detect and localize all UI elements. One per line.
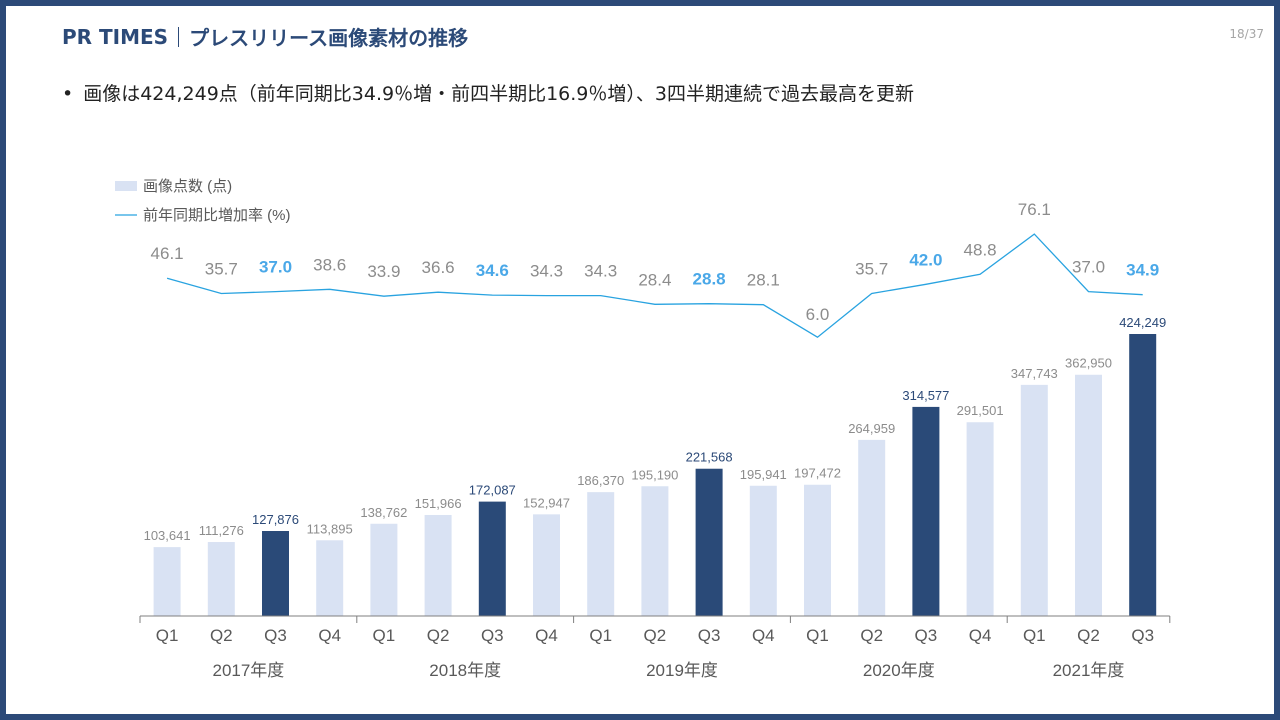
growth-value-label-4: 38.6	[313, 255, 346, 274]
header-divider	[178, 26, 180, 47]
growth-value-label-7: 34.6	[476, 261, 509, 280]
bar-17	[1020, 384, 1048, 616]
growth-value-label-6: 36.6	[422, 258, 455, 277]
quarter-label-7: Q3	[481, 626, 504, 645]
bar-18	[1075, 374, 1102, 616]
growth-value-label-9: 34.3	[584, 262, 617, 281]
bar-3	[262, 531, 289, 616]
year-label-2: 2018年度	[429, 661, 501, 680]
bar-value-label-19: 424,249	[1119, 315, 1166, 330]
growth-value-label-18: 37.0	[1072, 258, 1105, 277]
legend-line-label: 前年同期比増加率 (%)	[143, 207, 291, 224]
growth-value-label-8: 34.3	[530, 262, 563, 281]
bar-11	[695, 468, 723, 616]
quarter-label-6: Q2	[427, 626, 450, 645]
bar-value-label-8: 152,947	[523, 495, 570, 510]
page-number: 18/37	[1229, 27, 1264, 41]
growth-value-label-17: 76.1	[1018, 200, 1051, 219]
bar-value-label-9: 186,370	[577, 473, 624, 488]
bar-value-label-13: 197,472	[794, 466, 841, 481]
quarter-label-11: Q3	[698, 626, 721, 645]
bar-value-label-15: 314,577	[902, 388, 949, 403]
quarter-label-8: Q4	[535, 626, 558, 645]
quarter-label-4: Q4	[318, 626, 341, 645]
growth-value-label-1: 46.1	[151, 244, 184, 263]
growth-value-label-5: 33.9	[367, 262, 400, 281]
quarter-label-1: Q1	[156, 626, 179, 645]
quarter-label-12: Q4	[752, 626, 775, 645]
bar-value-label-11: 221,568	[686, 450, 733, 465]
bar-7	[478, 501, 506, 616]
bar-2	[207, 542, 235, 616]
bar-14	[858, 439, 886, 616]
growth-value-label-13: 6.0	[806, 305, 830, 324]
quarter-label-16: Q4	[969, 626, 992, 645]
bar-value-label-14: 264,959	[848, 421, 895, 436]
bar-10	[641, 486, 669, 616]
bar-value-label-17: 347,743	[1011, 366, 1058, 381]
growth-rate-line	[166, 233, 1143, 338]
year-label-3: 2019年度	[646, 661, 718, 680]
bullet-marker: •	[62, 83, 74, 105]
summary-bullet: • 画像は424,249点（前年同期比34.9％増・前四半期比16.9％増）、3四…	[62, 79, 914, 106]
growth-value-label-10: 28.4	[638, 270, 671, 289]
year-label-1: 2017年度	[212, 661, 284, 680]
summary-text: 画像は424,249点（前年同期比34.9％増・前四半期比16.9％増）、3四半…	[83, 83, 914, 105]
bar-13	[804, 484, 831, 616]
quarter-label-5: Q1	[373, 626, 396, 645]
bar-value-label-18: 362,950	[1065, 356, 1112, 371]
bar-value-label-6: 151,966	[415, 496, 462, 511]
bar-5	[370, 523, 398, 616]
bar-value-label-5: 138,762	[360, 505, 407, 520]
quarter-label-18: Q2	[1077, 626, 1100, 645]
bar-value-label-16: 291,501	[957, 403, 1004, 418]
bar-4	[316, 540, 344, 616]
bar-19	[1129, 334, 1157, 616]
brand-name: PR TIMES	[62, 24, 169, 49]
bar-value-label-3: 127,876	[252, 512, 299, 527]
bar-value-label-10: 195,190	[631, 467, 678, 482]
year-label-5: 2021年度	[1053, 661, 1125, 680]
year-label-4: 2020年度	[863, 661, 935, 680]
bar-value-label-2: 111,276	[199, 523, 244, 538]
bar-value-label-4: 113,895	[307, 521, 353, 536]
quarter-label-14: Q2	[860, 626, 883, 645]
quarter-label-2: Q2	[210, 626, 233, 645]
growth-value-label-19: 34.9	[1126, 261, 1159, 280]
quarter-label-3: Q3	[264, 626, 287, 645]
quarter-label-15: Q3	[915, 626, 938, 645]
growth-value-label-2: 35.7	[205, 260, 238, 279]
bar-value-label-7: 172,087	[469, 483, 516, 498]
growth-value-label-11: 28.8	[693, 270, 726, 289]
legend-bar-label: 画像点数 (点)	[143, 178, 232, 195]
bar-6	[424, 514, 452, 616]
bar-12	[749, 485, 777, 616]
quarter-label-13: Q1	[806, 626, 829, 645]
quarter-label-10: Q2	[644, 626, 667, 645]
slide-title: プレスリリース画像素材の推移	[189, 26, 469, 50]
bar-9	[587, 492, 615, 616]
bar-1	[153, 547, 181, 616]
bar-value-label-12: 195,941	[740, 467, 787, 482]
bar-15	[912, 406, 940, 616]
growth-value-label-15: 42.0	[909, 250, 942, 269]
growth-value-label-16: 48.8	[964, 240, 997, 259]
bar-16	[966, 422, 994, 616]
legend-bar-swatch	[115, 181, 137, 191]
bar-8	[533, 514, 560, 616]
quarter-label-19: Q3	[1131, 626, 1154, 645]
bar-value-label-1: 103,641	[144, 528, 191, 543]
quarter-label-17: Q1	[1023, 626, 1046, 645]
growth-value-label-3: 37.0	[259, 258, 292, 277]
slide-header: PR TIMES プレスリリース画像素材の推移	[62, 22, 468, 51]
quarter-label-9: Q1	[589, 626, 612, 645]
growth-value-label-14: 35.7	[855, 260, 888, 279]
growth-value-label-12: 28.1	[747, 271, 780, 290]
